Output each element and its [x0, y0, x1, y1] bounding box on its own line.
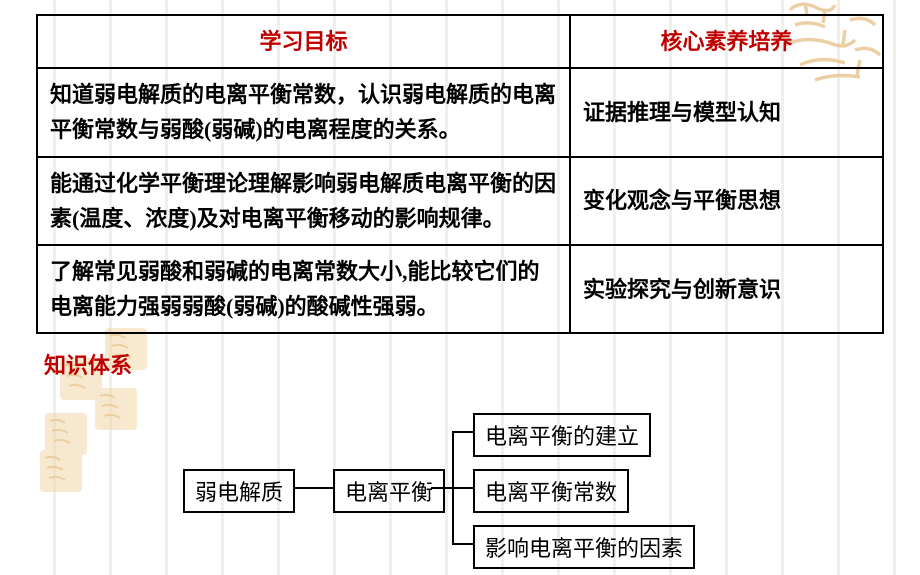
table-row: 能通过化学平衡理论理解影响弱电解质电离平衡的因素(温度、浓度)及对电离平衡移动的… [37, 157, 883, 245]
diagram-node-root: 弱电解质 [183, 469, 295, 513]
header-competency: 核心素养培养 [570, 15, 883, 68]
table-row: 了解常见弱酸和弱碱的电离常数大小,能比较它们的电离能力强弱弱酸(弱碱)的酸碱性强… [37, 245, 883, 333]
objective-cell: 了解常见弱酸和弱碱的电离常数大小,能比较它们的电离能力强弱弱酸(弱碱)的酸碱性强… [37, 245, 570, 333]
diagram-node-child: 电离平衡的建立 [473, 413, 651, 457]
header-objectives: 学习目标 [37, 15, 570, 68]
diagram-connector [452, 543, 473, 545]
section-title: 知识体系 [44, 348, 884, 380]
diagram-connector [431, 487, 452, 489]
diagram-node-middle: 电离平衡 [333, 469, 445, 513]
objective-cell: 能通过化学平衡理论理解影响弱电解质电离平衡的因素(温度、浓度)及对电离平衡移动的… [37, 157, 570, 245]
diagram-connector [452, 487, 473, 489]
diagram-connector [294, 487, 333, 489]
table-row: 知道弱电解质的电离平衡常数，认识弱电解质的电离平衡常数与弱酸(弱碱)的电离程度的… [37, 68, 883, 156]
content-wrapper: 学习目标 核心素养培养 知道弱电解质的电离平衡常数，认识弱电解质的电离平衡常数与… [36, 14, 884, 575]
diagram-node-child: 影响电离平衡的因素 [473, 525, 695, 569]
objective-cell: 知道弱电解质的电离平衡常数，认识弱电解质的电离平衡常数与弱酸(弱碱)的电离程度的… [37, 68, 570, 156]
competency-cell: 实验探究与创新意识 [570, 245, 883, 333]
objectives-table: 学习目标 核心素养培养 知道弱电解质的电离平衡常数，认识弱电解质的电离平衡常数与… [36, 14, 884, 334]
competency-cell: 变化观念与平衡思想 [570, 157, 883, 245]
competency-cell: 证据推理与模型认知 [570, 68, 883, 156]
diagram-node-child: 电离平衡常数 [473, 469, 629, 513]
diagram-connector [452, 431, 473, 433]
knowledge-diagram: 弱电解质 电离平衡 电离平衡的建立 电离平衡常数 影响电离平衡的因素 [36, 405, 884, 575]
